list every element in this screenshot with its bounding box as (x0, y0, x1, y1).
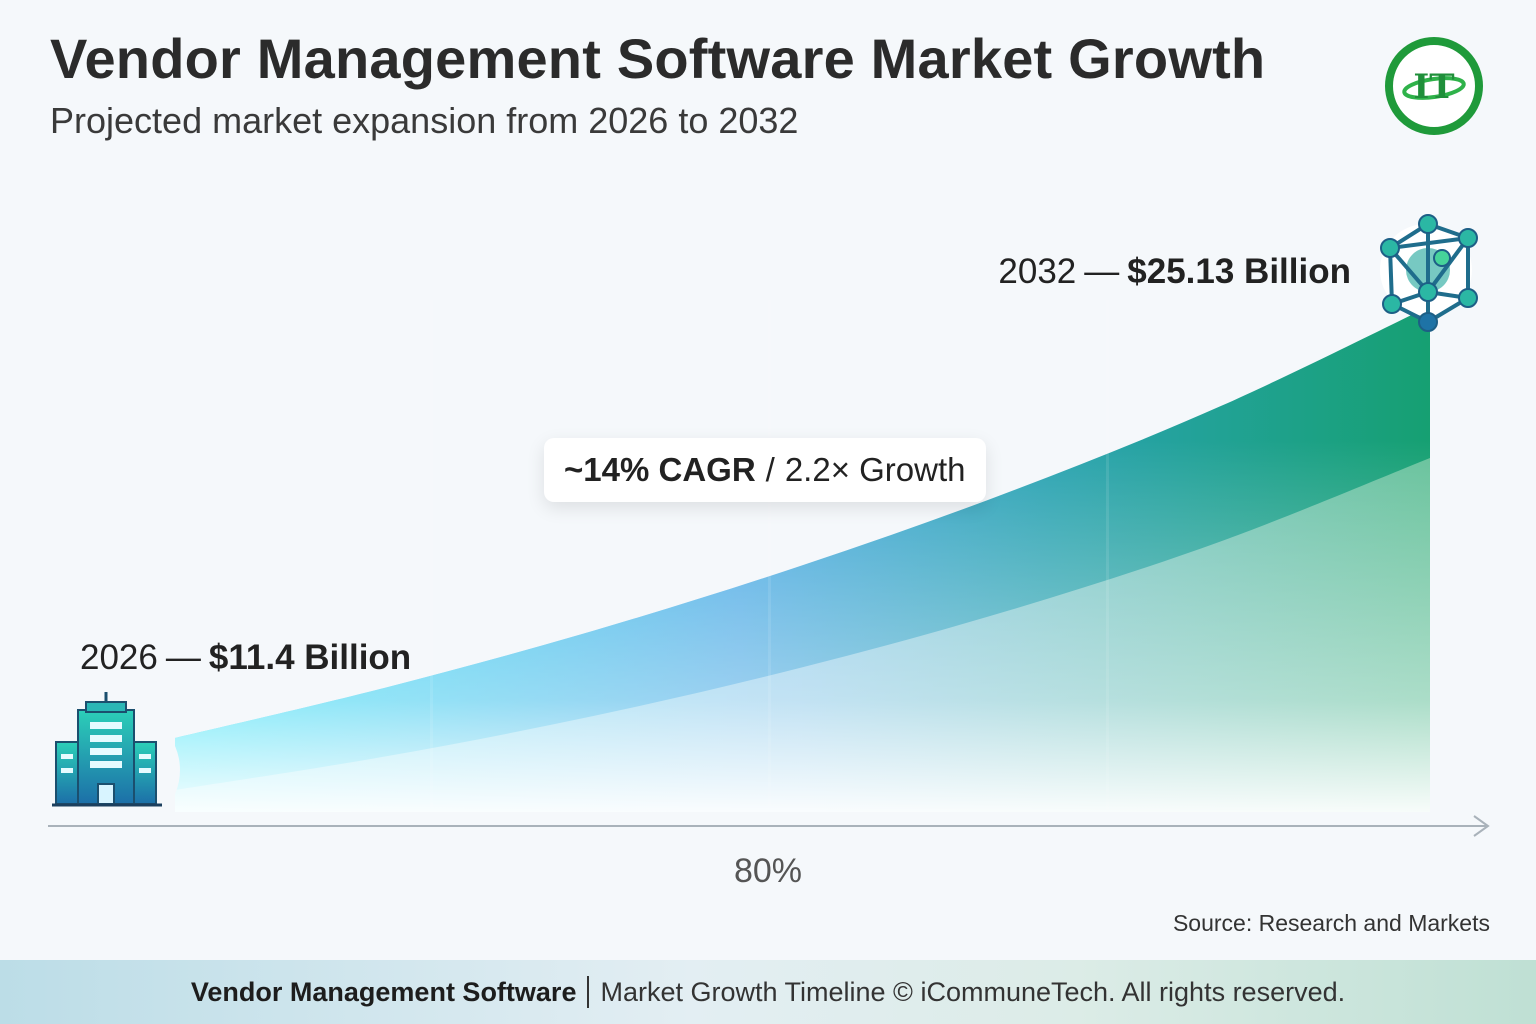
end-value: $25.13 Billion (1127, 252, 1351, 291)
axis-label: 80% (734, 852, 802, 890)
end-dash: — (1084, 252, 1119, 291)
start-year: 2026 (80, 638, 158, 677)
cagr-separator: / (765, 451, 775, 488)
start-value: $11.4 Billion (209, 638, 411, 677)
growth-fade (175, 306, 1430, 812)
segment-divider-3 (1106, 300, 1109, 812)
growth-area-chart: 2026— $11.4 Billion 2032— $25.13 Billion 8… (48, 214, 1490, 890)
footer-product: Vendor Management Software (190, 976, 577, 1007)
network-molecule-icon (1380, 214, 1478, 332)
end-value-label: 2032— $25.13 Billion (998, 252, 1351, 291)
end-year: 2032 (998, 252, 1076, 291)
footer-bar: Vendor Management Software Market Growth… (0, 960, 1536, 1024)
logo-text: IT (1413, 67, 1454, 107)
footer-copyright: Market Growth Timeline © iCommuneTech. A… (600, 976, 1346, 1007)
cagr-annotation: ~14% CAGR / 2.2× Growth (544, 438, 986, 502)
start-dash: — (166, 638, 201, 677)
source-note: Source: Research and Markets (1172, 910, 1490, 936)
icommunetech-logo-icon: IT (1385, 37, 1483, 135)
segment-divider-1 (430, 300, 433, 812)
start-value-label: 2026— $11.4 Billion (80, 638, 411, 677)
segment-divider-2 (768, 300, 771, 812)
x-axis-arrow (1473, 815, 1490, 837)
footer-divider (587, 976, 590, 1008)
office-building-icon (52, 692, 162, 807)
growth-multiple: 2.2× Growth (784, 451, 966, 488)
page-subtitle: Projected market expansion from 2026 to … (50, 100, 799, 141)
cagr-value: ~14% CAGR (564, 451, 756, 488)
page-title: Vendor Management Software Market Growth (50, 27, 1266, 90)
